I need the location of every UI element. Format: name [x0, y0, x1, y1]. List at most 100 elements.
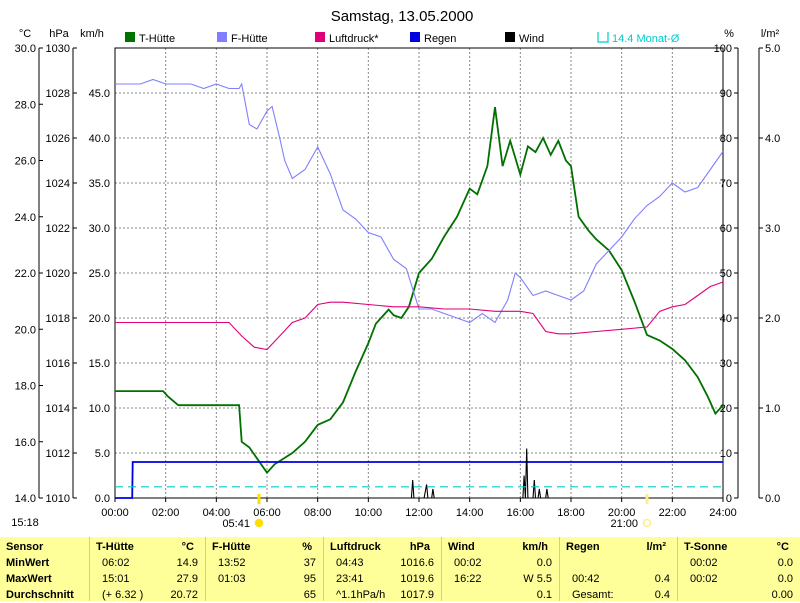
series-regen [115, 461, 723, 499]
tick-label-rain: 2.0 [765, 313, 780, 325]
stats-cell-time: (+ 6.32 ) [102, 589, 144, 601]
stats-row: 00:02 0.0 [678, 571, 800, 587]
stats-header-label: Luftdruck [330, 541, 381, 553]
legend-label: Regen [424, 33, 456, 45]
stats-cell-value: 1019.6 [400, 573, 434, 585]
stats-cell-value: 0.1 [536, 589, 552, 601]
tick-label-pressure: 1018 [46, 313, 70, 325]
tick-label-humidity: 60 [720, 223, 732, 235]
series-t-h-tte [115, 106, 724, 475]
tick-label-x: 24:00 [709, 507, 737, 519]
sunrise-icon [254, 518, 264, 528]
tick-label-x: 06:00 [253, 507, 281, 519]
tick-label-wind: 20.0 [89, 313, 110, 325]
stats-column: Regen l/m² 00:42 0.4 Gesamt: 0.4 [559, 537, 678, 601]
series-f-h-tte [115, 78, 724, 324]
stats-row: 65 [206, 587, 324, 603]
stats-row: 23:41 1019.6 [324, 571, 442, 587]
tick-label-humidity: 70 [720, 178, 732, 190]
stats-row: 06:02 14.9 [90, 555, 206, 571]
stats-row: 0.1 [442, 587, 560, 603]
stats-cell-value: 95 [303, 573, 316, 585]
stats-column: Wind km/h 00:02 0.0 16:22 W 5.5 0.1 [441, 537, 560, 601]
legend-label: T-Hütte [139, 33, 175, 45]
tick-label-pressure: 1020 [46, 268, 70, 280]
stats-cell-value: W 5.5 [523, 573, 552, 585]
legend-label: Luftdruck* [329, 33, 379, 45]
stats-row: 16:22 W 5.5 [442, 571, 560, 587]
stats-cell-value: 0.0 [777, 573, 793, 585]
tick-label-temp: 14.0 [15, 493, 36, 505]
tick-label-pressure: 1024 [46, 178, 70, 190]
tick-label-x: 22:00 [659, 507, 687, 519]
stats-column: T-Sonne °C 00:02 0.0 00:02 0.0 0.00 [677, 537, 800, 601]
sunset-icon [642, 518, 652, 528]
tick-label-humidity: 80 [720, 133, 732, 145]
stats-row: 00:02 0.0 [678, 555, 800, 571]
tick-label-wind: 30.0 [89, 223, 110, 235]
tick-label-x: 08:00 [304, 507, 332, 519]
stats-row: 15:01 27.9 [90, 571, 206, 587]
tick-label-humidity: 0 [726, 493, 732, 505]
tick-label-x: 18:00 [557, 507, 585, 519]
tick-label-wind: 0.0 [95, 493, 110, 505]
stats-cell-time: 01:03 [218, 573, 246, 585]
tick-label-wind: 15.0 [89, 358, 110, 370]
chart-title: Samstag, 13.05.2000 [331, 8, 474, 25]
stats-cell-time: 06:02 [102, 557, 130, 569]
stats-cell-value: 0.0 [777, 557, 793, 569]
stats-header-unit: l/m² [646, 541, 666, 553]
stats-cell-value: 20.72 [170, 589, 198, 601]
tick-label-x: 20:00 [608, 507, 636, 519]
tick-label-wind: 40.0 [89, 133, 110, 145]
stats-row: MaxWert [0, 571, 89, 587]
legend: T-Hütte F-Hütte Luftdruck* Regen Wind 14.4 Mo… [125, 32, 680, 45]
stats-header-label: F-Hütte [212, 541, 251, 553]
stats-row: 00:02 0.0 [442, 555, 560, 571]
tick-label-wind: 45.0 [89, 88, 110, 100]
series-luftdruck- [115, 281, 724, 351]
tick-label-pressure: 1010 [46, 493, 70, 505]
tick-label-rain: 0.0 [765, 493, 780, 505]
tick-label-x: 04:00 [203, 507, 231, 519]
stats-cell-value: 65 [303, 589, 316, 601]
sun-markers: 05:41 21:00 [222, 494, 652, 530]
legend-swatch [505, 32, 515, 42]
tick-label-temp: 26.0 [15, 156, 36, 168]
stats-header: Wind km/h [442, 539, 560, 555]
stats-column: T-Hütte °C 06:02 14.9 15:01 27.9 (+ 6.32 ) 20.7… [89, 537, 206, 601]
stats-cell-time: 00:42 [572, 573, 600, 585]
stats-header-label: Regen [566, 541, 600, 553]
stats-header-unit: km/h [522, 541, 548, 553]
stats-row-label: MaxWert [6, 573, 52, 585]
legend-swatch [410, 32, 420, 42]
legend-swatch [217, 32, 227, 42]
sunset-label: 21:00 [610, 518, 638, 530]
tick-label-temp: 30.0 [15, 43, 36, 55]
tick-label-pressure: 1014 [46, 403, 70, 415]
tick-label-humidity: 20 [720, 403, 732, 415]
stats-header: T-Sonne °C [678, 539, 800, 555]
stats-header: Luftdruck hPa [324, 539, 442, 555]
legend-label: Wind [519, 33, 544, 45]
series-wind [410, 448, 549, 499]
stats-cell-time: 23:41 [336, 573, 364, 585]
tick-label-x: 12:00 [405, 507, 433, 519]
tick-label-wind: 35.0 [89, 178, 110, 190]
stats-cell-value: 14.9 [176, 557, 198, 569]
stats-header-label: Wind [448, 541, 475, 553]
tick-label-humidity: 50 [720, 268, 732, 280]
tick-label-temp: 20.0 [15, 324, 36, 336]
legend-swatch [597, 32, 609, 43]
unit-temp: °C [19, 28, 31, 40]
tick-label-pressure: 1026 [46, 133, 70, 145]
tick-label-x: 16:00 [507, 507, 535, 519]
tick-label-x: 02:00 [152, 507, 180, 519]
tick-label-humidity: 90 [720, 88, 732, 100]
stats-row: 00:42 0.4 [560, 571, 678, 587]
tick-label-temp: 18.0 [15, 381, 36, 393]
stats-cell-time: 00:02 [454, 557, 482, 569]
stats-header-unit: °C [776, 541, 789, 553]
stats-table: Sensor MinWert MaxWert Durchschnitt T-Hütte °… [0, 537, 800, 601]
tick-label-temp: 28.0 [15, 99, 36, 111]
